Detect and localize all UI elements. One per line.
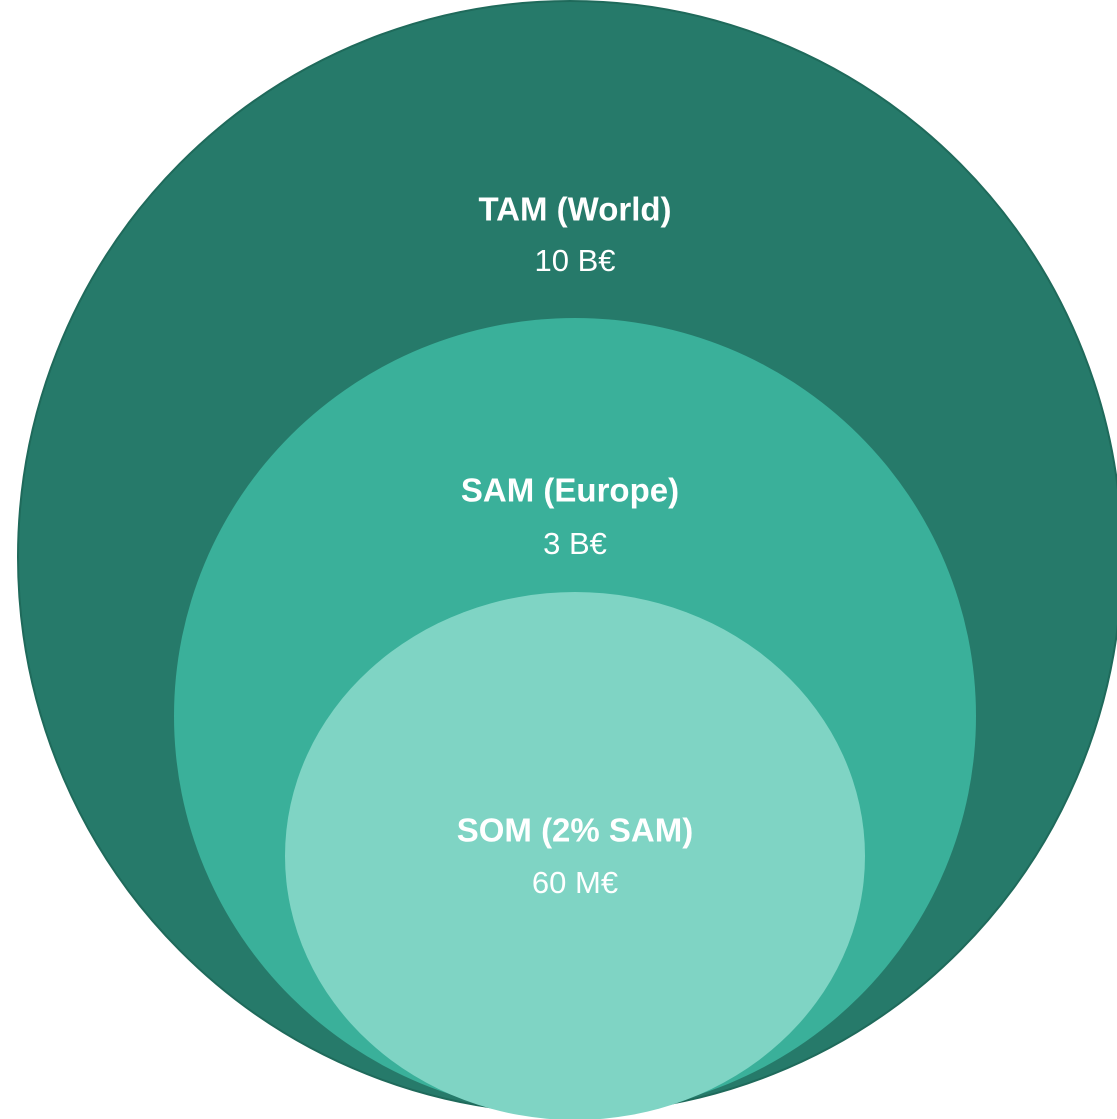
som-label: SOM (2% SAM) [457, 812, 694, 849]
sam-label: SAM (Europe) [461, 472, 679, 509]
tam-value: 10 B€ [534, 243, 615, 278]
sam-value: 3 B€ [543, 526, 607, 561]
tam-label: TAM (World) [478, 191, 671, 228]
som-circle [285, 592, 865, 1119]
som-value: 60 M€ [532, 865, 618, 900]
